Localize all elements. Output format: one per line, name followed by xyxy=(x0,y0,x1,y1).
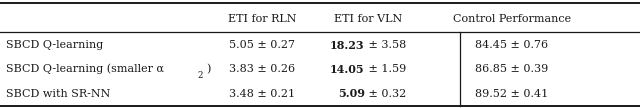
Text: Control Performance: Control Performance xyxy=(453,14,571,24)
Text: SBCD Q-learning (smaller α: SBCD Q-learning (smaller α xyxy=(6,64,164,74)
Text: ± 3.58: ± 3.58 xyxy=(365,40,406,50)
Text: 14.05: 14.05 xyxy=(330,64,365,75)
Text: 86.85 ± 0.39: 86.85 ± 0.39 xyxy=(476,64,548,74)
Text: 84.45 ± 0.76: 84.45 ± 0.76 xyxy=(476,40,548,50)
Text: SBCD Q-learning: SBCD Q-learning xyxy=(6,40,104,50)
Text: ETI for VLN: ETI for VLN xyxy=(334,14,402,24)
Text: ETI for RLN: ETI for RLN xyxy=(228,14,297,24)
Text: ): ) xyxy=(206,64,211,74)
Text: 3.48 ± 0.21: 3.48 ± 0.21 xyxy=(229,89,296,99)
Text: 89.52 ± 0.41: 89.52 ± 0.41 xyxy=(476,89,548,99)
Text: 5.09: 5.09 xyxy=(338,88,365,99)
Text: 2: 2 xyxy=(197,71,203,80)
Text: 18.23: 18.23 xyxy=(330,40,365,51)
Text: SBCD with SR-NN: SBCD with SR-NN xyxy=(6,89,111,99)
Text: ± 1.59: ± 1.59 xyxy=(365,64,406,74)
Text: ± 0.32: ± 0.32 xyxy=(365,89,406,99)
Text: 5.05 ± 0.27: 5.05 ± 0.27 xyxy=(229,40,296,50)
Text: 3.83 ± 0.26: 3.83 ± 0.26 xyxy=(229,64,296,74)
